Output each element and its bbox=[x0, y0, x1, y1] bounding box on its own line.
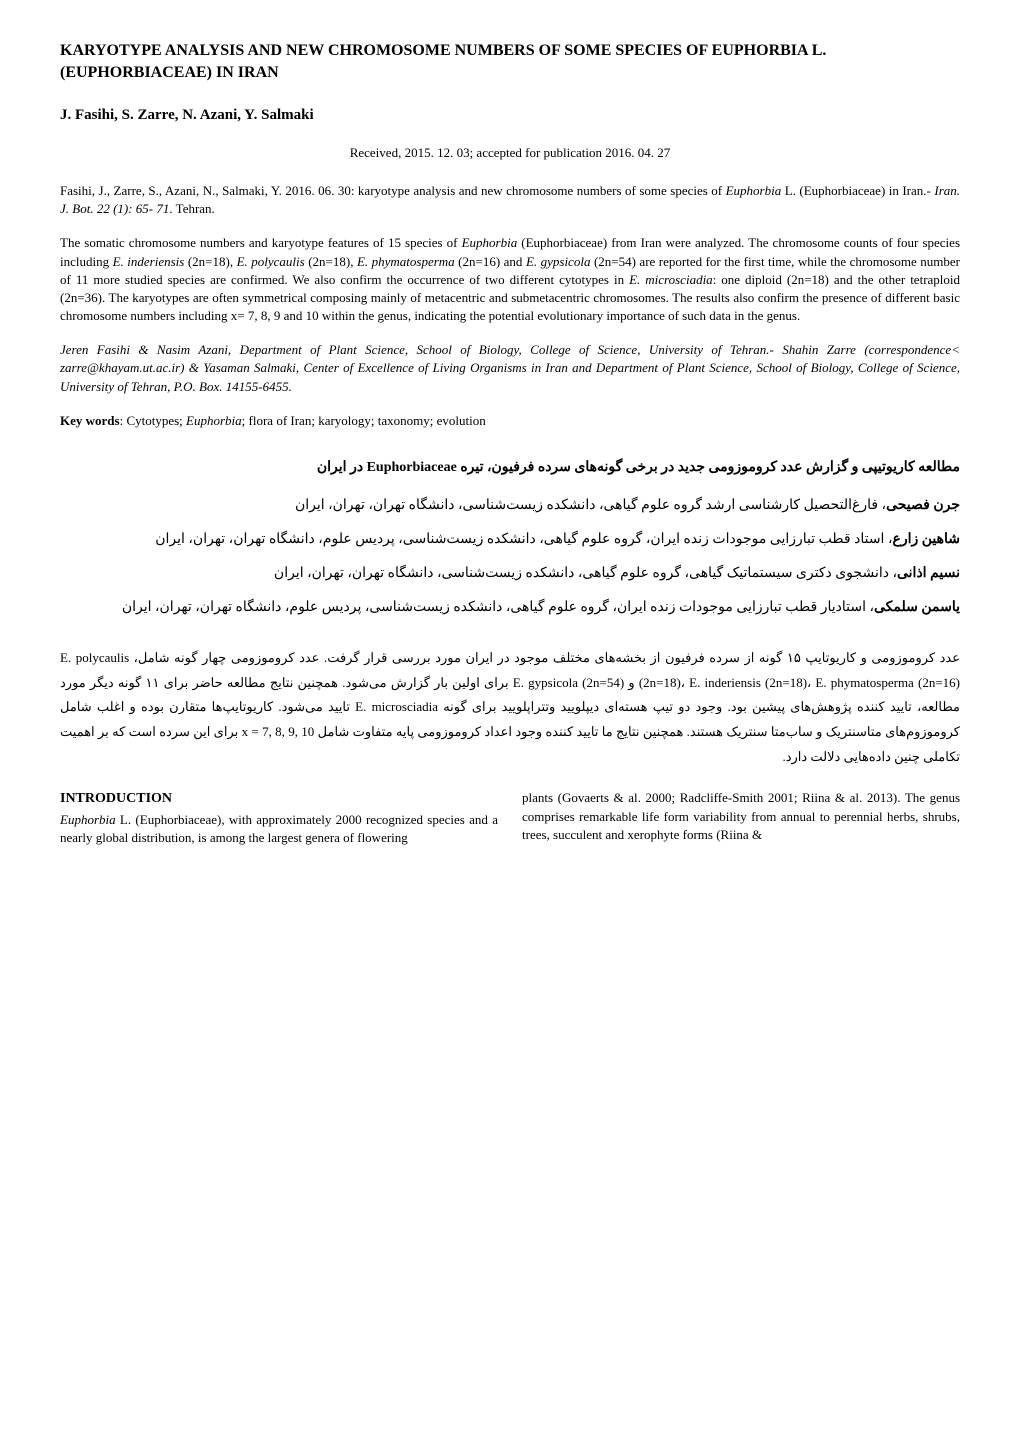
species-name: E. microsciadia bbox=[629, 272, 713, 287]
intro-columns: INTRODUCTION Euphorbia L. (Euphorbiaceae… bbox=[60, 789, 960, 847]
species-name: Euphorbia bbox=[462, 235, 518, 250]
persian-title: مطالعه کاریوتیپی و گزارش عدد کروموزومی ج… bbox=[60, 454, 960, 482]
persian-author: یاسمن سلمکی، استادیار قطب تبارزایی موجود… bbox=[60, 594, 960, 622]
persian-author-affil: ، استادیار قطب تبارزایی موجودات زنده ایر… bbox=[122, 600, 874, 615]
abstract-text: The somatic chromosome numbers and karyo… bbox=[60, 235, 462, 250]
persian-section: مطالعه کاریوتیپی و گزارش عدد کروموزومی ج… bbox=[60, 454, 960, 622]
persian-author: جرن فصیحی، فارغ‌التحصیل کارشناسی ارشد گر… bbox=[60, 492, 960, 520]
abstract: The somatic chromosome numbers and karyo… bbox=[60, 234, 960, 325]
abstract-text: (2n=18), bbox=[184, 254, 236, 269]
citation-prefix: Fasihi, J., Zarre, S., Azani, N., Salmak… bbox=[60, 183, 726, 198]
received-accepted-dates: Received, 2015. 12. 03; accepted for pub… bbox=[60, 144, 960, 162]
species-name: E. phymatosperma bbox=[357, 254, 455, 269]
intro-text: plants (Govaerts & al. 2000; Radcliffe-S… bbox=[522, 790, 960, 841]
species-name: E. polycaulis bbox=[237, 254, 305, 269]
persian-author-affil: ، فارغ‌التحصیل کارشناسی ارشد گروه علوم گ… bbox=[295, 498, 886, 513]
affiliation-text: Jeren Fasihi & Nasim Azani, Department o… bbox=[60, 342, 766, 357]
intro-text: L. (Euphorbiaceae), with approximately 2… bbox=[60, 812, 498, 845]
persian-author-affil: ، دانشجوی دکتری سیستماتیک گیاهی، گروه عل… bbox=[274, 566, 897, 581]
column-left: INTRODUCTION Euphorbia L. (Euphorbiaceae… bbox=[60, 789, 498, 847]
keywords-text: : Cytotypes; bbox=[120, 413, 186, 428]
paper-title: KARYOTYPE ANALYSIS AND NEW CHROMOSOME NU… bbox=[60, 40, 960, 85]
affiliation-text: .- bbox=[766, 342, 782, 357]
column-right: plants (Govaerts & al. 2000; Radcliffe-S… bbox=[522, 789, 960, 847]
persian-author: شاهین زارع، استاد قطب تبارزایی موجودات ز… bbox=[60, 526, 960, 554]
keywords-label: Key words bbox=[60, 413, 120, 428]
citation: Fasihi, J., Zarre, S., Azani, N., Salmak… bbox=[60, 182, 960, 218]
species-name: Euphorbia bbox=[60, 812, 116, 827]
abstract-text: (2n=16) and bbox=[455, 254, 526, 269]
species-name: E. inderiensis bbox=[113, 254, 185, 269]
persian-author: نسیم اذانی، دانشجوی دکتری سیستماتیک گیاه… bbox=[60, 560, 960, 588]
persian-author-name: جرن فصیحی bbox=[886, 498, 960, 513]
persian-author-affil: ، استاد قطب تبارزایی موجودات زنده ایران،… bbox=[155, 532, 892, 547]
species-name: E. gypsicola bbox=[526, 254, 591, 269]
persian-author-name: شاهین زارع bbox=[892, 532, 960, 547]
keywords-text: ; flora of Iran; karyology; taxonomy; ev… bbox=[242, 413, 486, 428]
affiliations: Jeren Fasihi & Nasim Azani, Department o… bbox=[60, 341, 960, 396]
persian-abstract: عدد کروموزومی و کاریوتایپ ۱۵ گونه از سرد… bbox=[60, 646, 960, 769]
citation-species: Euphorbia bbox=[726, 183, 782, 198]
persian-author-name: نسیم اذانی bbox=[897, 566, 960, 581]
citation-suffix: . Tehran. bbox=[169, 201, 214, 216]
intro-heading: INTRODUCTION bbox=[60, 789, 498, 809]
citation-mid: L. (Euphorbiaceae) in Iran.- bbox=[781, 183, 934, 198]
persian-author-name: یاسمن سلمکی bbox=[874, 600, 960, 615]
keywords: Key words: Cytotypes; Euphorbia; flora o… bbox=[60, 412, 960, 430]
authors: J. Fasihi, S. Zarre, N. Azani, Y. Salmak… bbox=[60, 105, 960, 126]
species-name: Euphorbia bbox=[186, 413, 242, 428]
abstract-text: (2n=18), bbox=[305, 254, 357, 269]
